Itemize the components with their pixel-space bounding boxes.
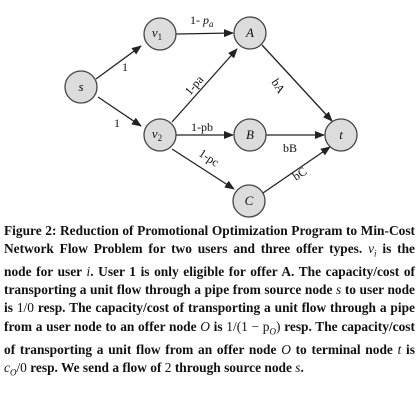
edge-v1-A [175, 29, 234, 38]
svg-text:v1: v1 [152, 25, 162, 42]
edge-label-C-t: bC [290, 164, 309, 183]
svg-text:B: B [246, 127, 254, 142]
math-vi: vi [368, 241, 377, 259]
node-v2: v2 [143, 118, 177, 152]
edge-label-s-v2: 1 [114, 116, 120, 130]
diagram-svg: 1 1 1- pa 1-pa 1-pb 1-pc bA bB bC s v1 v… [64, 13, 358, 218]
edge-v2-A [171, 48, 238, 123]
edge-label-v2-C: 1-pc [196, 146, 222, 170]
edge-label-A-t: bA [268, 76, 288, 96]
edge-C-t [262, 146, 331, 194]
network-flow-diagram: 1 1 1- pa 1-pa 1-pb 1-pc bA bB bC s v1 v… [64, 13, 358, 218]
svg-text:C: C [245, 193, 254, 208]
node-B: B [233, 118, 267, 152]
node-t: t [324, 118, 358, 152]
edge-s-v2 [97, 96, 142, 127]
svg-text:s: s [78, 79, 83, 94]
svg-text:v2: v2 [152, 126, 162, 143]
edge-label-s-v1: 1 [122, 60, 128, 74]
edge-label-B-t: bB [283, 141, 297, 155]
edge-v2-C [171, 148, 235, 190]
edge-label-v1-A: 1- pa [190, 13, 214, 29]
node-C: C [232, 184, 266, 218]
edge-s-v1 [95, 45, 142, 80]
node-s: s [64, 70, 98, 104]
caption-lead: Figure 2: Reduction of Promotional Optim… [4, 223, 415, 257]
edge-label-v2-A: 1-pa [182, 72, 207, 98]
node-A: A [233, 16, 267, 50]
math-capacity-cost: 1/(1 − pO) [226, 318, 281, 337]
figure-caption: Figure 2: Reduction of Promotional Optim… [4, 223, 415, 378]
svg-text:A: A [245, 25, 254, 40]
edge-A-t [261, 44, 333, 122]
svg-text:t: t [339, 127, 343, 142]
node-v1: v1 [143, 17, 177, 51]
math-cO: cO/0 [4, 359, 27, 378]
edge-label-v2-B: 1-pb [191, 120, 213, 134]
